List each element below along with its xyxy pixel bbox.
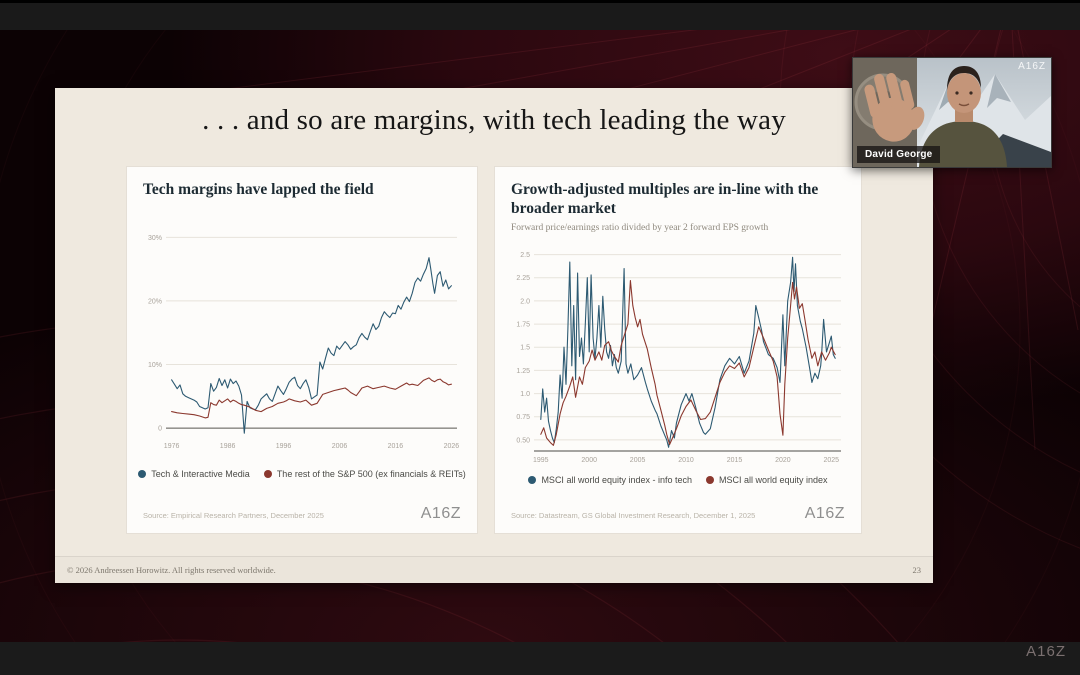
svg-text:30%: 30% [148,235,162,242]
svg-text:2.25: 2.25 [516,275,530,282]
svg-text:1.75: 1.75 [516,322,530,329]
window-top-bar [0,0,1080,33]
legend-dot-sp500 [263,470,272,478]
participant-name-label: David George [857,146,941,163]
legend-item: The rest of the S&P 500 (ex financials &… [263,469,466,479]
svg-text:20%: 20% [148,298,162,305]
legend-item: MSCI all world equity index - info tech [528,475,692,485]
window-bottom-bar: A16Z [0,642,1080,675]
participant-video[interactable]: A16Z David George [852,57,1052,168]
svg-text:1.0: 1.0 [520,391,530,398]
legend-label-msci-world: MSCI all world equity index [719,475,828,485]
svg-text:2.0: 2.0 [520,298,530,305]
a16z-logo-bottom: A16Z [1026,643,1066,660]
legend-dot-tech-media [138,470,147,478]
legend-dot-msci-info-tech [528,476,537,484]
svg-text:2015: 2015 [727,457,743,464]
svg-text:0.75: 0.75 [516,414,530,421]
svg-text:2000: 2000 [581,457,597,464]
slide-title: . . . and so are margins, with tech lead… [202,104,786,136]
svg-text:2020: 2020 [775,457,791,464]
slide-footer: © 2026 Andreessen Horowitz. All rights r… [55,556,933,583]
left-chart-legend: Tech & Interactive Media The rest of the… [127,469,477,479]
svg-text:0.50: 0.50 [516,437,530,444]
svg-text:2010: 2010 [678,457,694,464]
svg-text:1976: 1976 [164,443,180,450]
legend-label-tech-media: Tech & Interactive Media [151,469,250,479]
svg-text:1.5: 1.5 [520,345,530,352]
svg-text:1986: 1986 [220,443,236,450]
chart-card-right: Growth-adjusted multiples are in-line wi… [495,167,861,533]
legend-dot-msci-world [706,476,715,484]
legend-item: Tech & Interactive Media [138,469,250,479]
svg-text:2016: 2016 [388,443,404,450]
person-figure [919,66,1007,167]
screen-share-area: . . . and so are margins, with tech lead… [0,30,1080,642]
chart-card-left: Tech margins have lapped the field 30% 20… [127,167,477,533]
a16z-logo: A16Z [420,505,461,522]
svg-text:1996: 1996 [276,443,292,450]
svg-text:1995: 1995 [533,457,549,464]
right-chart-subtitle: Forward price/earnings ratio divided by … [511,223,769,233]
svg-text:1.25: 1.25 [516,368,530,375]
copyright-text: © 2026 Andreessen Horowitz. All rights r… [67,565,276,575]
raised-hand-graphic [864,72,925,142]
left-chart-plot: 30% 20% 10% 0 1976 1986 1996 2006 2016 2026 [148,235,460,450]
svg-text:2005: 2005 [630,457,646,464]
page-number: 23 [912,565,922,575]
svg-text:2025: 2025 [824,457,840,464]
video-watermark: A16Z [1018,61,1046,72]
legend-item: MSCI all world equity index [706,475,828,485]
svg-text:10%: 10% [148,362,162,369]
legend-label-sp500: The rest of the S&P 500 (ex financials &… [276,469,466,479]
svg-text:0: 0 [158,426,162,433]
presentation-slide: . . . and so are margins, with tech lead… [55,88,933,583]
right-chart-source: Source: Datastream, GS Global Investment… [511,511,756,520]
left-chart-title: Tech margins have lapped the field [143,181,374,198]
right-chart-legend: MSCI all world equity index - info tech … [495,475,861,485]
right-chart-title: Growth-adjusted multiples are in-line wi… [511,181,819,218]
svg-text:2.5: 2.5 [520,252,530,259]
svg-text:2006: 2006 [332,443,348,450]
participant-video-frame [853,58,1051,167]
right-chart-plot: 2.5 2.25 2.0 1.75 1.5 1.25 1.0 0.75 0.50 1995 2000… [516,252,841,464]
left-chart-source: Source: Empirical Research Partners, Dec… [143,511,324,520]
a16z-logo: A16Z [804,505,845,522]
svg-text:2026: 2026 [444,443,460,450]
legend-label-msci-info-tech: MSCI all world equity index - info tech [541,475,693,485]
